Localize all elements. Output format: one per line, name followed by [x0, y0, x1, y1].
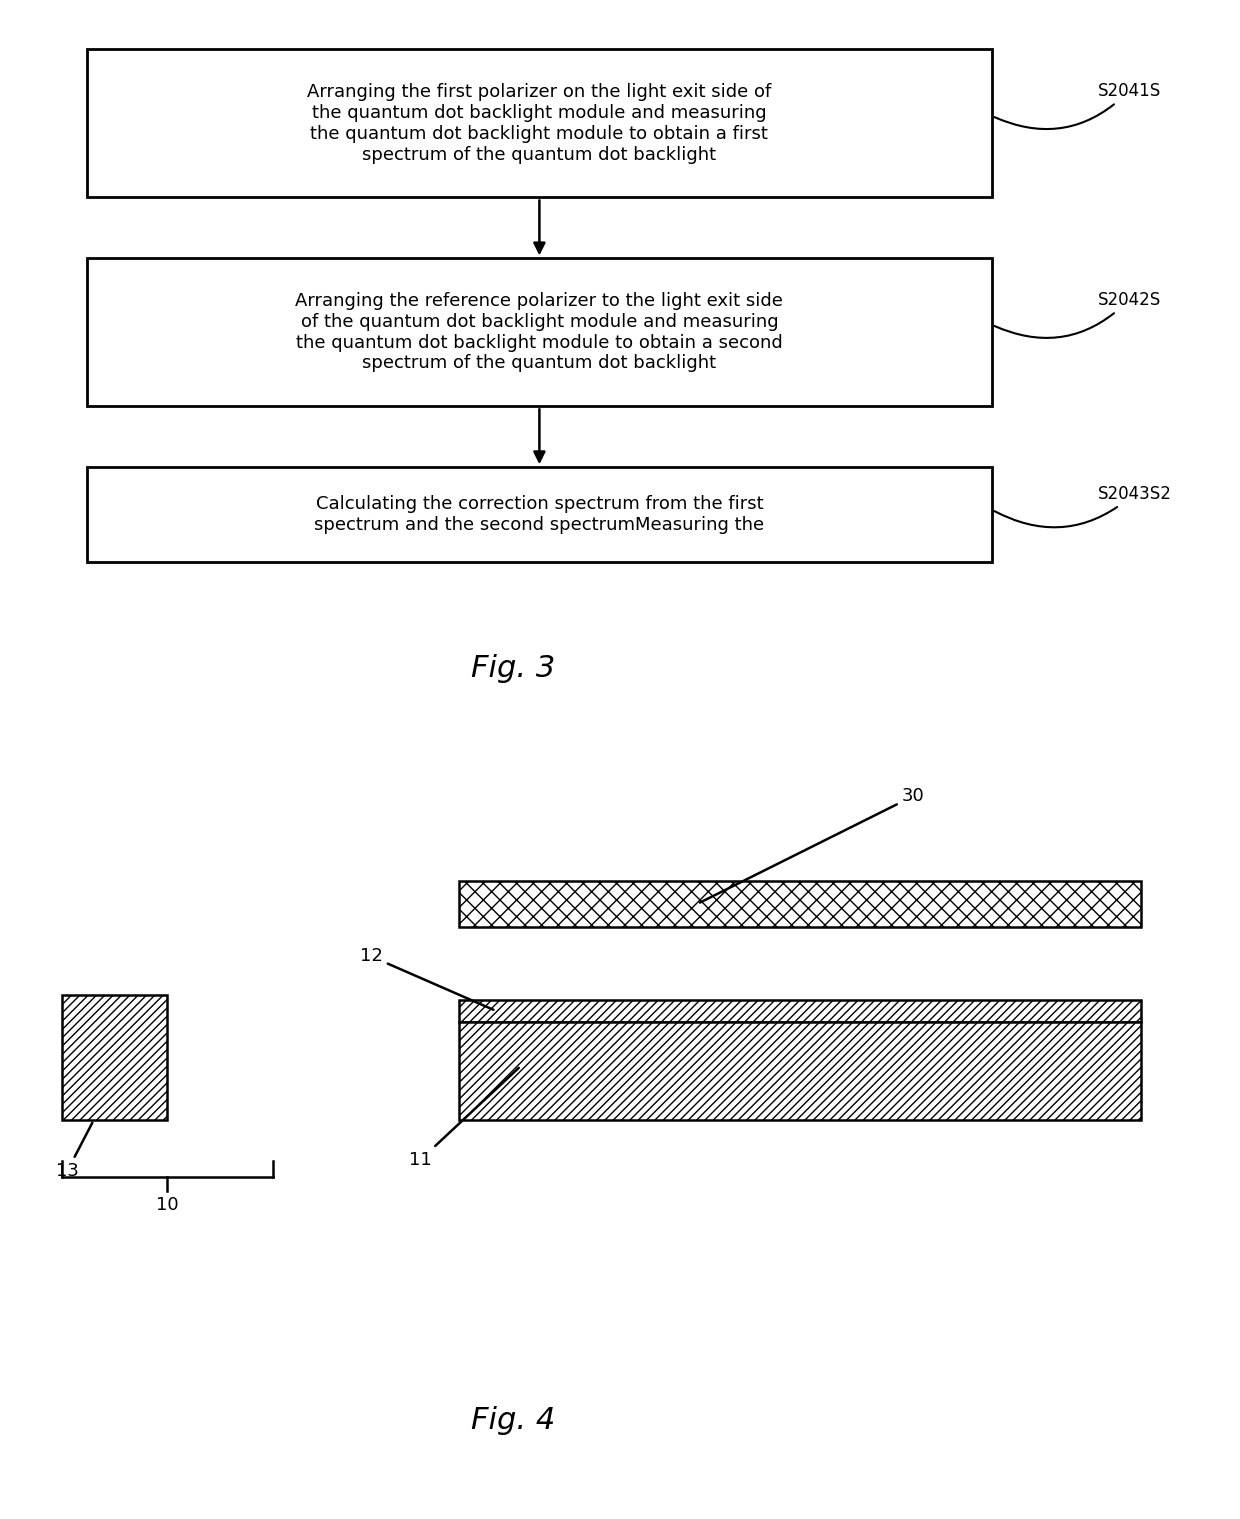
Text: Fig. 3: Fig. 3 [471, 653, 556, 684]
Bar [62, 995, 167, 1121]
Bar [459, 1000, 1141, 1021]
Text: Arranging the reference polarizer to the light exit side
of the quantum dot back: Arranging the reference polarizer to the… [295, 292, 784, 372]
Bar [459, 1021, 1141, 1121]
Text: Fig. 4: Fig. 4 [471, 1405, 556, 1435]
Text: S2041S: S2041S [994, 82, 1161, 129]
Text: 30: 30 [701, 787, 925, 902]
Bar [87, 468, 992, 562]
Bar [459, 881, 1141, 927]
Text: 10: 10 [156, 1197, 179, 1214]
Text: 11: 11 [409, 1068, 518, 1168]
Text: S2043S2: S2043S2 [994, 485, 1172, 527]
Text: Calculating the correction spectrum from the first
spectrum and the second spect: Calculating the correction spectrum from… [314, 495, 765, 535]
Bar [87, 50, 992, 197]
Bar [87, 258, 992, 407]
Text: 12: 12 [360, 948, 494, 1010]
Text: 13: 13 [56, 1123, 92, 1180]
Text: Arranging the first polarizer on the light exit side of
the quantum dot backligh: Arranging the first polarizer on the lig… [308, 84, 771, 164]
Text: S2042S: S2042S [994, 290, 1161, 337]
